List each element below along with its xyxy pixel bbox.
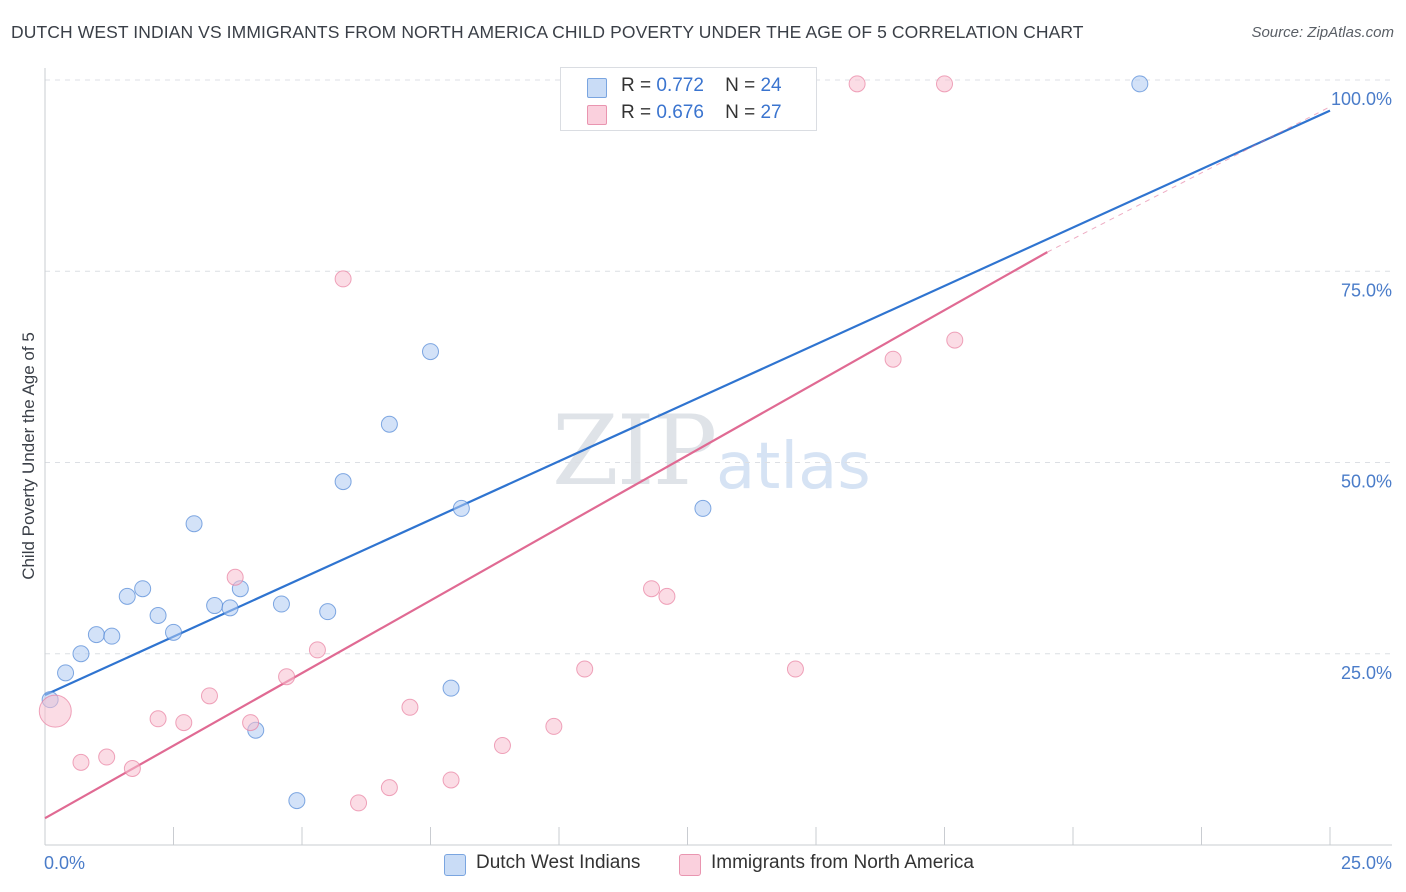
point-dutch-west-indians [165,623,182,641]
chart-title: DUTCH WEST INDIAN VS IMMIGRANTS FROM NOR… [11,22,1084,42]
trend-lines [44,106,1331,820]
point-immigrants-north-america [242,714,260,732]
point-immigrants-north-america [884,350,902,368]
point-immigrants-north-america [123,760,141,777]
point-immigrants-north-america [643,580,661,598]
point-dutch-west-indians [118,587,136,605]
point-immigrants-north-america [200,687,218,705]
point-dutch-west-indians [149,607,167,624]
n-value-immigrants: 27 [760,102,782,123]
point-immigrants-north-america [442,771,460,789]
point-immigrants-north-america [658,587,676,605]
point-immigrants-north-america [545,717,563,735]
point-dutch-west-indians [103,627,121,645]
point-dutch-west-indians [452,499,470,517]
y-axis-label: Child Poverty Under the Age of 5 [19,332,38,580]
y-tick-label: 75.0% [1341,280,1392,300]
point-dutch-west-indians [134,580,152,598]
x-tick-label: 0.0% [44,853,85,873]
data-points [38,75,1149,812]
point-dutch-west-indians [694,499,712,517]
point-immigrants-north-america [98,748,116,766]
trend-line-0 [44,109,1331,697]
source-label: Source: ZipAtlas.com [1251,24,1394,41]
y-tick-label: 25.0% [1341,663,1392,683]
point-immigrants-north-america [576,660,594,678]
point-dutch-west-indians [221,599,239,617]
y-tick-label: 50.0% [1341,472,1392,492]
trend-extension-1 [1047,106,1331,253]
r-value-dutch: 0.772 [656,75,704,96]
r-label: R = [621,102,652,123]
legend-swatch-dutch [587,78,607,98]
point-immigrants-north-america [149,710,167,728]
point-dutch-west-indians [442,679,460,697]
r-label: R = [621,75,652,96]
point-dutch-west-indians [206,597,224,615]
point-dutch-west-indians [422,343,439,361]
point-dutch-west-indians [57,664,75,682]
point-immigrants-north-america [72,753,90,771]
point-immigrants-north-america [786,660,804,678]
point-immigrants-north-america [401,698,419,716]
point-immigrants-north-america [38,694,72,728]
correlation-legend: R = 0.772 N = 24 R = 0.676 N = 27 [560,67,817,131]
point-immigrants-north-america [278,668,296,686]
point-immigrants-north-america [848,75,866,93]
x-tick-label: 25.0% [1341,853,1392,873]
r-value-immigrants: 0.676 [656,102,704,123]
tick-labels: 0.0% 25.0% 25.0% 50.0% 75.0% 100.0% [44,89,1392,873]
watermark-atlas: atlas [716,430,871,504]
y-tick-label: 100.0% [1331,89,1392,109]
point-immigrants-north-america [936,75,953,93]
point-dutch-west-indians [334,473,352,491]
point-immigrants-north-america [175,714,193,732]
bottom-swatch-dutch [444,854,466,876]
trend-line-1 [44,251,1048,820]
point-dutch-west-indians [1131,75,1149,93]
point-dutch-west-indians [380,415,398,433]
bottom-swatch-immigrants [679,854,701,876]
point-dutch-west-indians [288,792,306,810]
point-immigrants-north-america [380,779,398,797]
point-dutch-west-indians [72,645,90,663]
n-label: N = [725,102,756,123]
point-dutch-west-indians [272,595,290,613]
legend-swatch-immigrants [587,105,607,125]
point-dutch-west-indians [87,626,105,644]
point-immigrants-north-america [334,270,352,288]
point-immigrants-north-america [946,331,964,349]
bottom-legend-label-immigrants: Immigrants from North America [711,852,974,873]
point-immigrants-north-america [308,641,326,659]
point-immigrants-north-america [226,568,244,586]
point-immigrants-north-america [350,794,368,812]
point-dutch-west-indians [319,603,337,621]
point-immigrants-north-america [493,737,511,755]
bottom-legend-label-dutch: Dutch West Indians [476,852,641,873]
point-dutch-west-indians [185,515,203,533]
gridlines [45,79,1392,655]
n-label: N = [725,75,756,96]
n-value-dutch: 24 [760,75,782,96]
